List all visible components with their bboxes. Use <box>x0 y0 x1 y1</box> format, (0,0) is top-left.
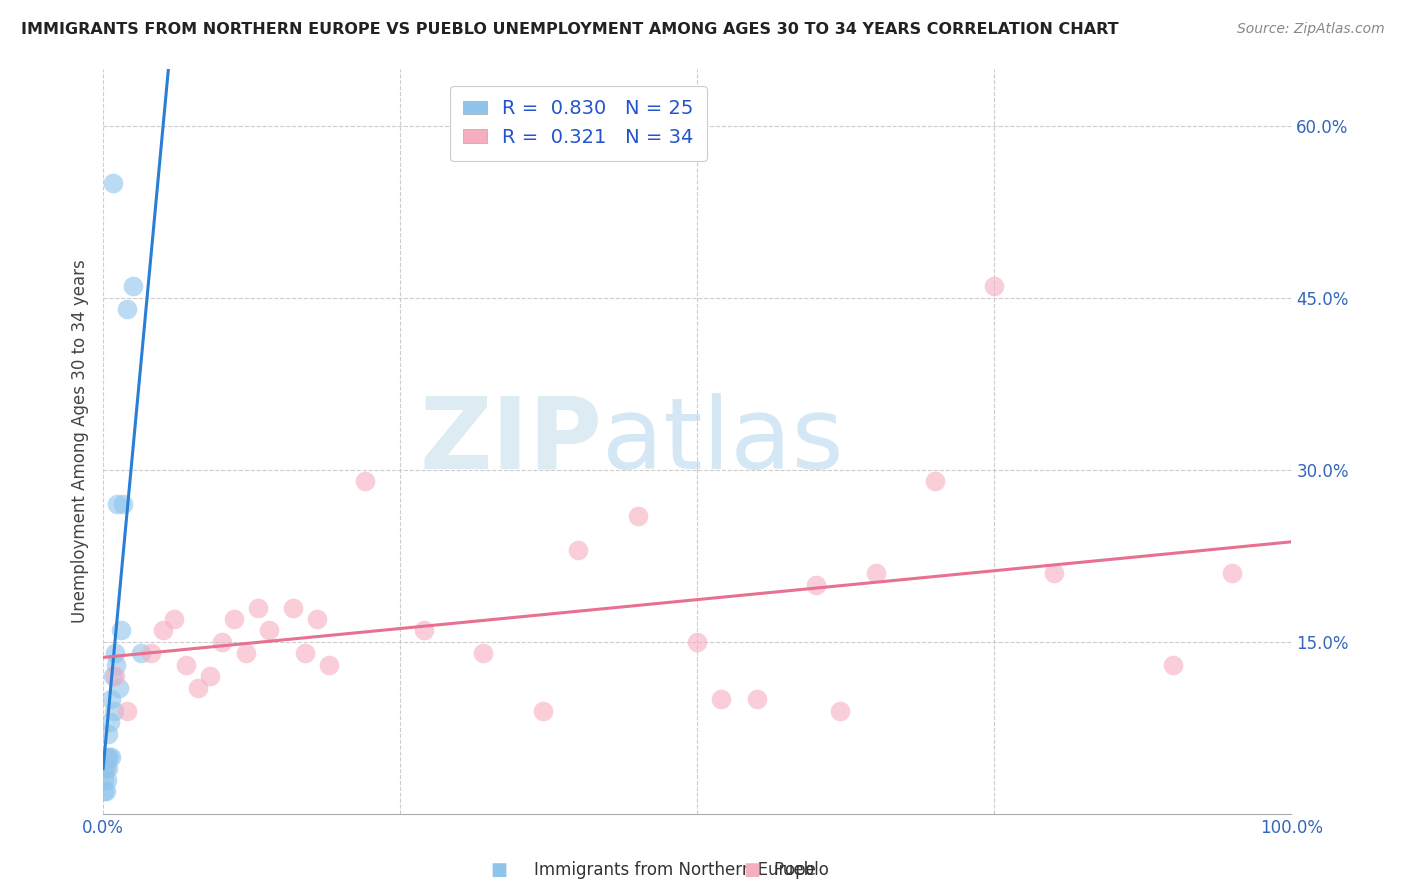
Text: IMMIGRANTS FROM NORTHERN EUROPE VS PUEBLO UNEMPLOYMENT AMONG AGES 30 TO 34 YEARS: IMMIGRANTS FROM NORTHERN EUROPE VS PUEBL… <box>21 22 1119 37</box>
Point <box>710 692 733 706</box>
Point <box>627 508 650 523</box>
Point <box>104 669 127 683</box>
Point <box>105 657 128 672</box>
Point <box>567 543 589 558</box>
Point <box>104 647 127 661</box>
Point <box>112 497 135 511</box>
Point <box>96 772 118 787</box>
Point <box>828 704 851 718</box>
Point <box>924 475 946 489</box>
Point <box>107 681 129 695</box>
Point <box>222 612 245 626</box>
Text: Pueblo: Pueblo <box>773 861 830 879</box>
Point <box>804 577 827 591</box>
Point <box>94 784 117 798</box>
Point <box>531 704 554 718</box>
Point <box>294 647 316 661</box>
Point <box>93 772 115 787</box>
Legend: R =  0.830   N = 25, R =  0.321   N = 34: R = 0.830 N = 25, R = 0.321 N = 34 <box>450 86 707 161</box>
Point <box>103 704 125 718</box>
Point <box>1042 566 1064 581</box>
Point <box>96 749 118 764</box>
Point <box>305 612 328 626</box>
Point <box>97 727 120 741</box>
Point <box>94 761 117 775</box>
Point <box>983 279 1005 293</box>
Text: Immigrants from Northern Europe: Immigrants from Northern Europe <box>534 861 815 879</box>
Text: Source: ZipAtlas.com: Source: ZipAtlas.com <box>1237 22 1385 37</box>
Point <box>101 669 124 683</box>
Point <box>211 635 233 649</box>
Point <box>472 647 495 661</box>
Y-axis label: Unemployment Among Ages 30 to 34 years: Unemployment Among Ages 30 to 34 years <box>72 260 89 624</box>
Point <box>115 302 138 317</box>
Point <box>187 681 209 695</box>
Point <box>745 692 768 706</box>
Point <box>1220 566 1243 581</box>
Point <box>105 497 128 511</box>
Point <box>101 176 124 190</box>
Point <box>235 647 257 661</box>
Point <box>98 749 121 764</box>
Point <box>259 624 281 638</box>
Point <box>110 624 132 638</box>
Point <box>100 749 122 764</box>
Point <box>198 669 221 683</box>
Point <box>129 647 152 661</box>
Point <box>98 715 121 730</box>
Point <box>93 761 115 775</box>
Point <box>176 657 198 672</box>
Point <box>152 624 174 638</box>
Point <box>413 624 436 638</box>
Point <box>93 784 115 798</box>
Point <box>139 647 162 661</box>
Point <box>318 657 340 672</box>
Text: atlas: atlas <box>602 392 844 490</box>
Point <box>283 600 305 615</box>
Point <box>246 600 269 615</box>
Point <box>97 761 120 775</box>
Point <box>865 566 887 581</box>
Point <box>353 475 375 489</box>
Point <box>686 635 709 649</box>
Point <box>115 704 138 718</box>
Point <box>121 279 143 293</box>
Point <box>1161 657 1184 672</box>
Text: ■: ■ <box>491 861 508 879</box>
Text: ZIP: ZIP <box>419 392 602 490</box>
Point <box>100 692 122 706</box>
Point <box>163 612 186 626</box>
Text: ■: ■ <box>744 861 761 879</box>
